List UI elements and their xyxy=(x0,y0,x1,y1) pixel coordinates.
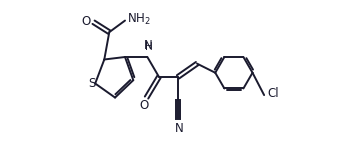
Text: NH$_2$: NH$_2$ xyxy=(127,12,151,27)
Text: H: H xyxy=(145,42,153,52)
Text: N: N xyxy=(174,122,183,135)
Text: N: N xyxy=(143,39,152,52)
Text: O: O xyxy=(139,99,148,112)
Text: S: S xyxy=(88,77,95,90)
Text: Cl: Cl xyxy=(267,87,279,100)
Text: O: O xyxy=(82,15,91,28)
